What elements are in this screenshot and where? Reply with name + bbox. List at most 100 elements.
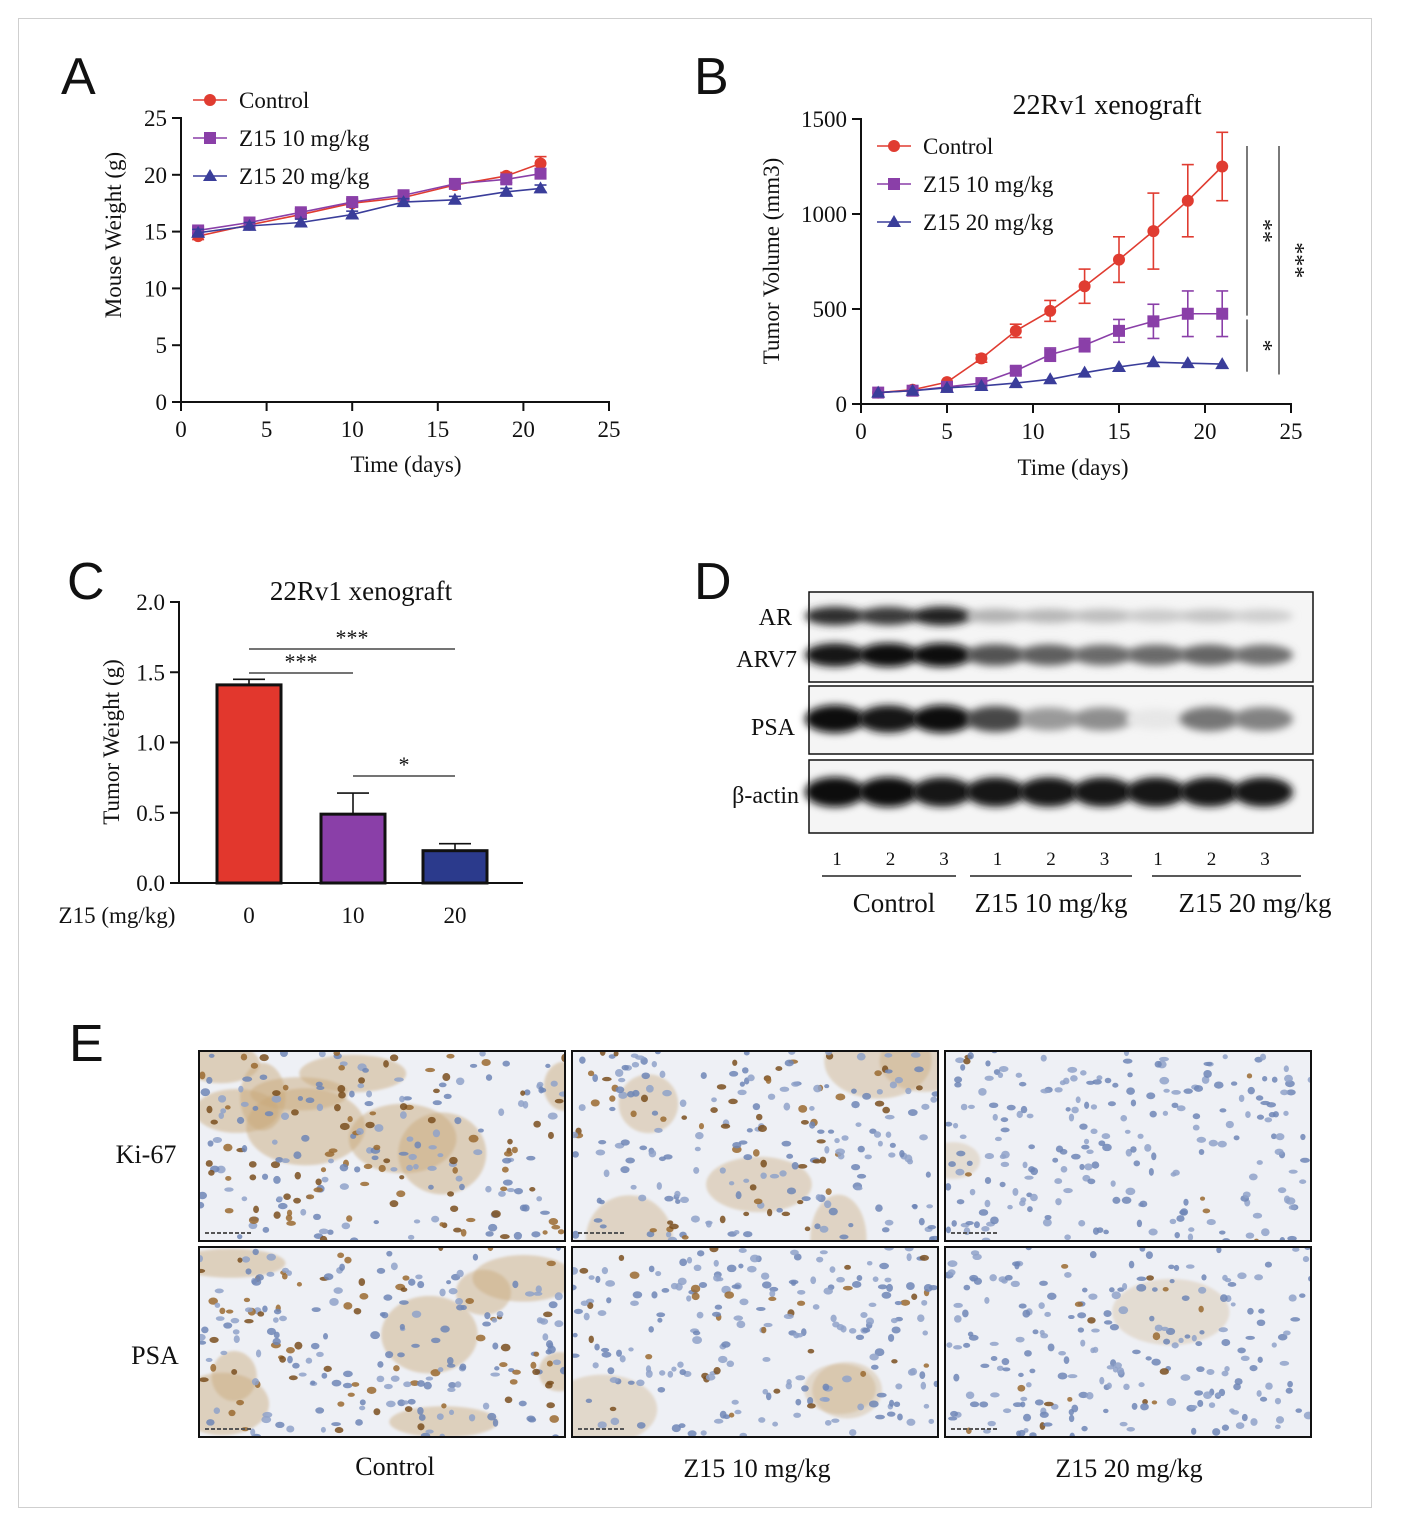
ihc-nucleus [469,1063,478,1068]
ihc-nucleus [921,1103,930,1110]
ihc-nucleus [492,1418,499,1427]
ihc-nucleus [1198,1305,1204,1313]
ihc-nucleus [1012,1261,1021,1267]
ihc-nucleus [889,1399,895,1407]
ihc-nucleus [911,1203,918,1209]
ihc-nucleus [491,1317,498,1323]
ihc-nucleus [636,1379,645,1387]
ihc-nucleus [618,1077,626,1083]
ihc-nucleus [906,1282,915,1290]
ihc-nucleus [1191,1427,1197,1435]
ihc-nucleus [953,1345,963,1350]
ihc-nucleus [572,1353,580,1358]
ihc-nucleus [1283,1110,1289,1116]
ihc-nucleus [679,1196,690,1204]
panel-a-series-line-2 [198,187,541,234]
ihc-nucleus [423,1381,432,1390]
ihc-nucleus [819,1250,828,1255]
ihc-nucleus [558,1091,565,1097]
ihc-nucleus [587,1070,595,1077]
ihc-background [945,1051,1311,1241]
ihc-nucleus [797,1200,804,1205]
ihc-nucleus [677,1361,684,1368]
panel-b-y-tick-label: 500 [813,297,848,322]
ihc-nucleus [886,1411,896,1417]
ihc-nucleus [891,1359,898,1364]
panel-a-y-tick-label: 20 [144,163,167,188]
ihc-nucleus [930,1096,938,1103]
ihc-nucleus [1080,1339,1086,1347]
ihc-nucleus [273,1331,280,1339]
ihc-nucleus [383,1060,389,1068]
ihc-nucleus [208,1169,215,1176]
ihc-nucleus [339,1183,349,1190]
ihc-nucleus [502,1157,512,1164]
ihc-nucleus [373,1220,380,1225]
ihc-nucleus [334,1103,341,1112]
ihc-nucleus [990,1216,999,1225]
ihc-nucleus [1018,1372,1024,1378]
ihc-nucleus [841,1375,852,1383]
ihc-nucleus [466,1217,476,1223]
ihc-nucleus [511,1146,518,1154]
ihc-nucleus [610,1417,620,1426]
ihc-nucleus [399,1095,405,1103]
ihc-nucleus [201,1326,209,1334]
ihc-tissue [572,1051,938,1241]
ihc-nucleus [1054,1087,1063,1093]
ihc-nucleus [1219,1108,1227,1113]
ihc-nucleus [905,1087,912,1095]
ihc-nucleus [343,1302,353,1310]
ihc-nucleus [1145,1251,1153,1259]
ihc-nucleus [472,1253,479,1261]
panel-b-legend-marker [888,178,900,190]
ihc-nucleus [890,1317,898,1324]
ihc-nucleus [609,1095,616,1102]
ihc-nucleus [907,1109,918,1117]
ihc-nucleus [616,1349,622,1357]
ihc-nucleus [904,1247,914,1252]
ihc-nucleus [310,1380,316,1385]
figure-canvas: A B C D E Mouse Weight (g) Time (days) 0… [59,48,1332,1483]
panel-a-y-tick-label: 15 [144,220,167,245]
ihc-nucleus [822,1383,830,1391]
ihc-nucleus [960,1103,968,1111]
ihc-nucleus [487,1412,497,1421]
ihc-nucleus [215,1316,225,1321]
ihc-nucleus [841,1135,849,1141]
ihc-nucleus [620,1139,630,1146]
ihc-nucleus [427,1165,437,1171]
ihc-nucleus [1030,1193,1038,1202]
ihc-nucleus [1288,1294,1297,1302]
ihc-nucleus [1067,1066,1078,1073]
ihc-nucleus [199,1071,206,1080]
ihc-nucleus [438,1082,447,1088]
ihc-nucleus [386,1250,393,1257]
ihc-nucleus [1183,1198,1189,1206]
ihc-nucleus [399,1175,405,1180]
ihc-nucleus [874,1100,885,1107]
ihc-nucleus [428,1145,437,1150]
ihc-nucleus [766,1208,773,1217]
panel-c-y-tick-label: 1.0 [136,731,165,756]
ihc-nucleus [786,1153,794,1159]
panel-a-legend-marker [203,169,217,181]
ihc-nucleus [872,1276,879,1282]
ihc-nucleus [1222,1274,1228,1281]
blot-band-ARV7 [1019,644,1079,666]
ihc-nucleus [354,1166,361,1173]
ihc-nucleus [527,1417,537,1423]
ihc-nucleus [665,1231,672,1238]
ihc-nucleus [294,1171,301,1180]
ihc-nucleus [1280,1089,1289,1096]
ihc-nucleus [315,1178,322,1186]
ihc-nucleus [923,1283,933,1292]
ihc-nucleus [231,1369,238,1375]
ihc-nucleus [752,1149,760,1157]
panel-b-y-tick-label: 1000 [801,202,847,227]
ihc-nucleus [1077,1312,1087,1319]
ihc-nucleus [241,1145,248,1153]
ihc-nucleus [323,1365,332,1372]
ihc-nucleus [987,1420,996,1427]
panel-a-y-tick-label: 0 [156,390,168,415]
